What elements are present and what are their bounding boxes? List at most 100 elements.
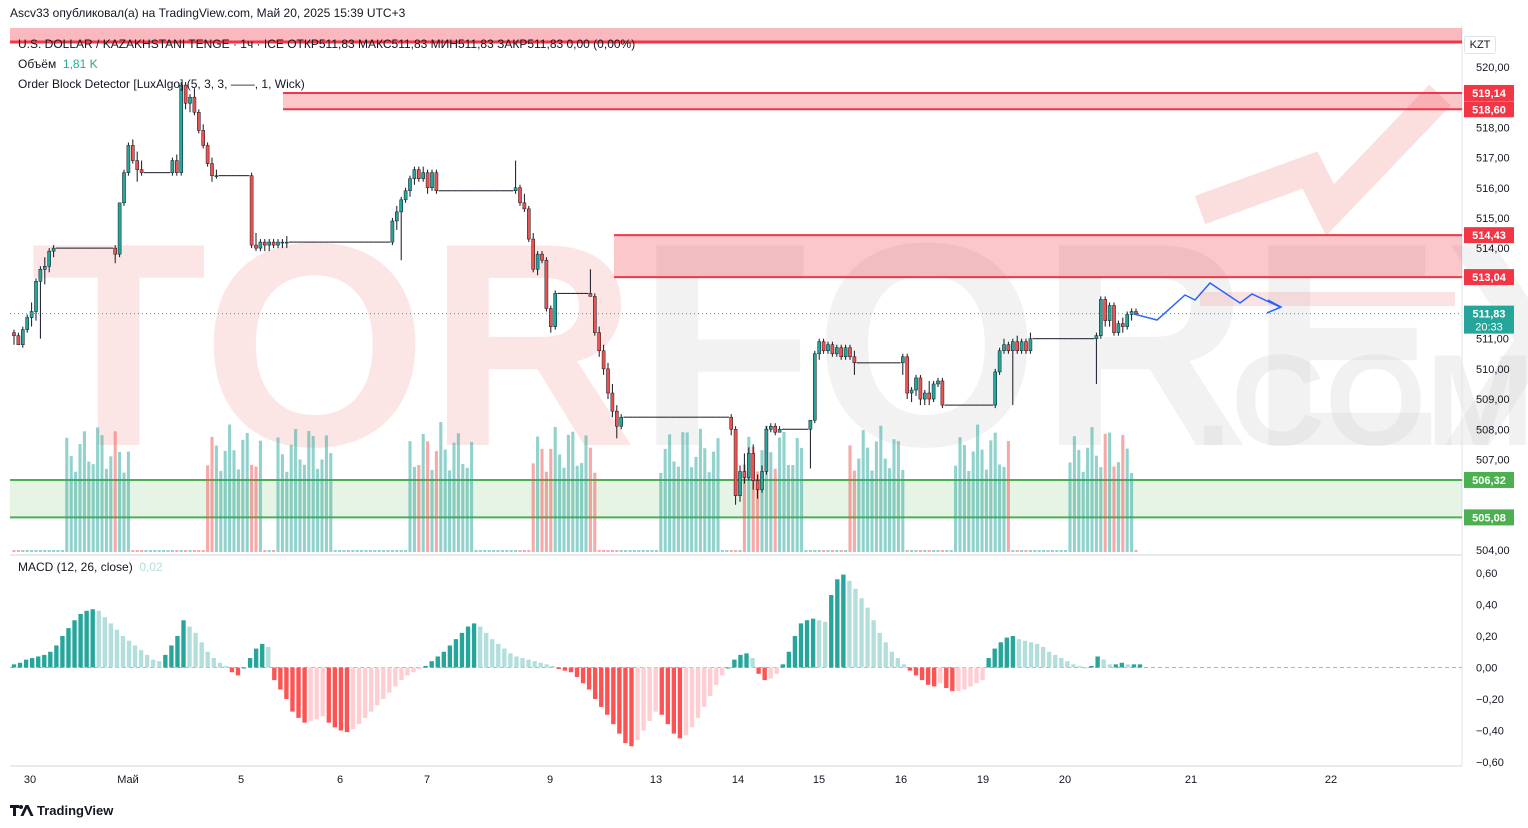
volume-bar <box>496 550 500 552</box>
volume-bar <box>549 448 553 552</box>
macd-bar <box>750 658 755 668</box>
volume-bar <box>452 442 456 552</box>
macd-bar <box>514 656 519 668</box>
candle-bull <box>399 199 403 213</box>
macd-bar <box>889 651 894 668</box>
axes[interactable]: 520,00519,00518,00517,00516,00515,00514,… <box>24 62 1514 786</box>
candle-bull <box>535 253 540 270</box>
volume-bar <box>302 464 306 552</box>
candle-bull <box>923 392 927 400</box>
macd-bar <box>1022 640 1028 668</box>
volume-bar <box>509 550 513 552</box>
macd-bar <box>768 667 773 679</box>
volume-bar <box>179 550 183 552</box>
price-badge <box>1464 227 1514 244</box>
macd-bar <box>1016 639 1022 668</box>
candle-bull <box>179 84 183 173</box>
volume-bar <box>632 550 636 552</box>
candle-bull <box>513 187 518 192</box>
macd-bar <box>611 667 616 725</box>
candle-bear <box>417 169 421 179</box>
volume-bar <box>47 550 51 552</box>
volume-line[interactable]: Объём 1,81 K <box>18 54 635 74</box>
volume-bar <box>967 470 971 552</box>
macd-bar <box>187 626 192 668</box>
volume-bar <box>184 550 188 552</box>
volume-bar <box>82 431 86 552</box>
indicator-line[interactable]: Order Block Detector [LuxAlgo] (5, 3, 3,… <box>18 77 305 91</box>
candle-bear <box>131 145 135 161</box>
macd-bar <box>423 665 428 668</box>
volume-bar <box>1055 550 1059 552</box>
volume-bar <box>1015 550 1019 552</box>
volume-bar <box>663 448 667 552</box>
volume-bar <box>162 550 166 552</box>
macd-bar <box>550 665 555 668</box>
volume-bar <box>813 550 817 552</box>
price-tick-label: 518,00 <box>1476 122 1510 134</box>
volume-bar <box>478 550 482 552</box>
candle-bear <box>1024 341 1028 352</box>
tradingview-brand[interactable]: TradingView <box>10 803 113 818</box>
time-tick-label: 15 <box>813 774 825 786</box>
volume-bar <box>43 550 47 552</box>
price-tick-label: 507,00 <box>1476 454 1510 466</box>
volume-bar <box>553 426 557 552</box>
currency-button[interactable]: KZT <box>1464 36 1496 54</box>
macd-bar <box>484 632 489 668</box>
volume-bar <box>742 464 746 552</box>
macd-bar <box>471 623 477 668</box>
volume-bar <box>188 550 192 552</box>
macd-bar <box>974 667 979 684</box>
volume-bar <box>87 461 91 552</box>
volume-bar <box>795 438 799 552</box>
volume-bar <box>976 424 980 552</box>
macd-bar <box>629 667 634 747</box>
symbol-line[interactable]: U.S. DOLLAR / KAZAKHSTANI TENGE · 1ч · I… <box>18 37 636 51</box>
macd-bar <box>1101 659 1106 668</box>
macd-bar <box>641 667 646 731</box>
volume-bar <box>60 550 64 552</box>
macd-bar <box>60 636 65 668</box>
volume-bar <box>650 550 654 552</box>
macd-bar <box>1071 664 1076 668</box>
volume-bar <box>544 471 548 552</box>
volume-bar <box>580 463 584 552</box>
macd-bar <box>314 667 319 720</box>
volume-bar <box>575 465 579 552</box>
macd-bar <box>968 667 973 687</box>
macd-bar <box>538 662 543 668</box>
price-tick-label: 511,00 <box>1476 334 1509 346</box>
volume-bar <box>170 550 174 552</box>
macd-bar <box>823 621 828 668</box>
volume-bar <box>954 465 958 552</box>
volume-bar <box>214 445 218 552</box>
candle-bull <box>835 347 839 355</box>
volume-bar <box>610 550 614 552</box>
volume-bar <box>756 471 760 552</box>
macd-bar <box>544 664 549 668</box>
price-badge-label: 514,43 <box>1472 230 1506 242</box>
volume-bar <box>694 456 698 552</box>
forecast-arrow <box>1133 282 1283 321</box>
macd-bar <box>1034 643 1040 668</box>
macd-bar <box>356 667 362 725</box>
candle-bear <box>606 368 610 394</box>
volume-bar <box>250 464 254 552</box>
macd-bar <box>671 667 677 734</box>
volume-bar <box>52 550 56 552</box>
macd-bar <box>907 667 913 671</box>
macd-bar <box>441 651 446 668</box>
candle-bull <box>38 269 43 282</box>
price-tick-label: 504,00 <box>1476 545 1510 557</box>
volume-bar <box>874 441 878 552</box>
candle-bull <box>122 172 126 204</box>
macd-legend[interactable]: MACD (12, 26, close) 0,02 <box>18 560 163 574</box>
macd-bar <box>435 656 440 668</box>
macd-bar <box>145 654 150 668</box>
volume-bar <box>197 550 201 552</box>
macd-bar <box>804 620 810 668</box>
price-badge <box>1464 509 1514 526</box>
last-price-label: 511,83 <box>1472 309 1505 321</box>
